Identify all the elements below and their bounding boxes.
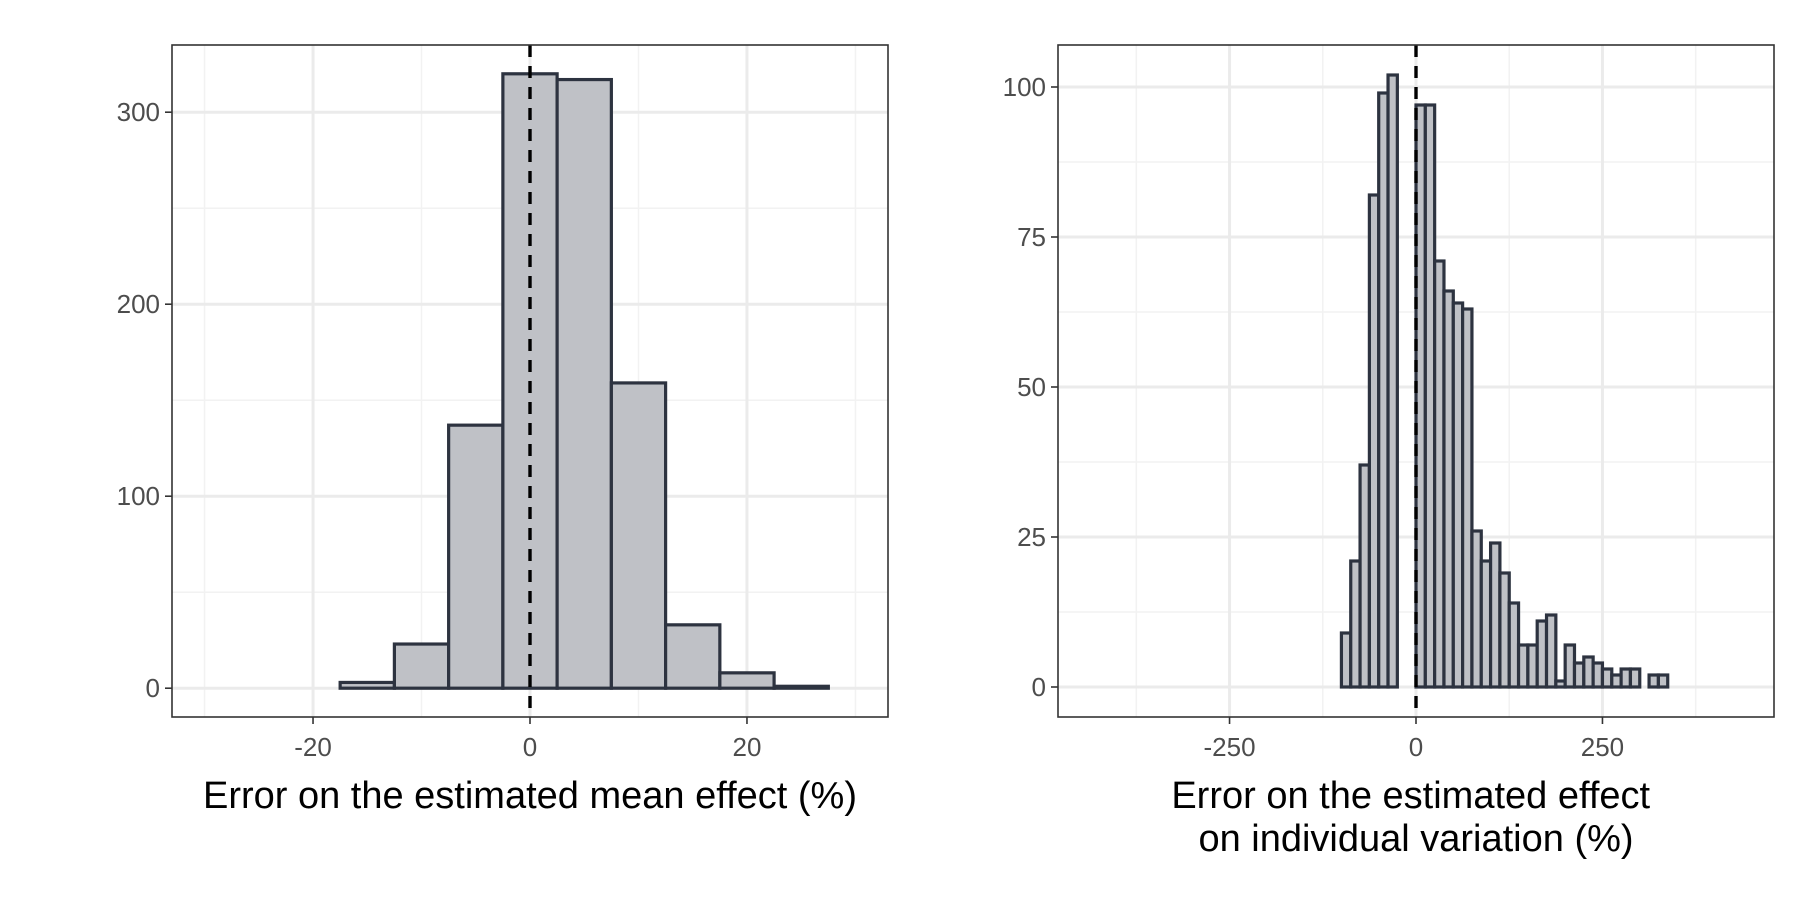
x-axis-ticks: -20 0 20 [294, 717, 761, 762]
chart-panel-individual-variation: 0 25 50 75 100 -250 0 250 Error on the estimat… [1003, 44, 1775, 860]
histogram-bar [718, 671, 776, 690]
y-tick-label: 25 [1017, 522, 1046, 552]
chart-panel-mean-effect: 0 100 200 300 -20 0 20 Error on the estimated… [117, 44, 889, 817]
histogram-bar [1386, 73, 1399, 689]
y-tick-label: 0 [146, 673, 160, 703]
x-tick-label: 0 [1409, 732, 1423, 762]
x-axis-title: Error on the estimated mean effect (%) [203, 775, 857, 817]
histogram-bar [447, 423, 505, 690]
x-tick-label: 0 [523, 732, 537, 762]
y-tick-label: 75 [1017, 222, 1046, 252]
histogram-bar [664, 623, 722, 690]
histogram-bar [1628, 667, 1642, 689]
y-axis-ticks: 0 25 50 75 100 [1003, 72, 1058, 702]
x-axis-ticks: -250 0 250 [1204, 717, 1624, 762]
y-tick-label: 100 [117, 481, 160, 511]
histogram-bar [772, 684, 830, 690]
histogram-bar [609, 381, 668, 690]
y-tick-label: 0 [1032, 672, 1046, 702]
histogram-bar [555, 77, 613, 690]
y-tick-label: 200 [117, 289, 160, 319]
y-tick-label: 100 [1003, 72, 1046, 102]
x-tick-label: -20 [294, 732, 332, 762]
y-axis-ticks: 0 100 200 300 [117, 97, 172, 703]
x-axis-title-line-2: on individual variation (%) [1198, 818, 1633, 860]
histogram-bar [1461, 307, 1474, 689]
histogram-bar [338, 680, 396, 690]
histogram-bar [1656, 673, 1670, 689]
x-axis-title: Error on the estimated effect on individ… [1171, 775, 1660, 860]
x-axis-title-line-1: Error on the estimated effect [1171, 775, 1650, 817]
x-tick-label: 250 [1581, 732, 1624, 762]
x-tick-label: -250 [1204, 732, 1256, 762]
histogram-bar [392, 642, 451, 690]
y-tick-label: 50 [1017, 372, 1046, 402]
x-tick-label: 20 [733, 732, 762, 762]
histogram-bars [1339, 73, 1670, 689]
histogram-bar [1544, 613, 1558, 689]
y-tick-label: 300 [117, 97, 160, 127]
